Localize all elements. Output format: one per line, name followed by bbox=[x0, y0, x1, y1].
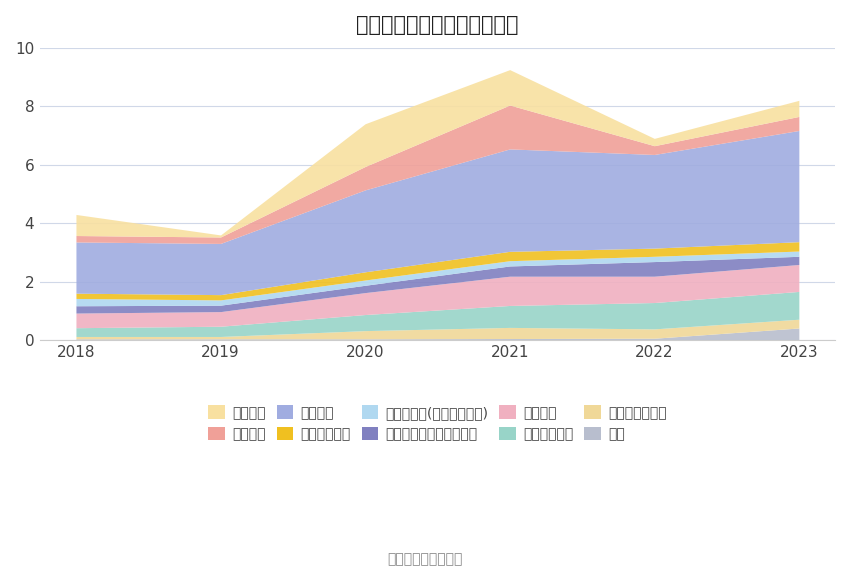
Text: 数据来源：恒生聚源: 数据来源：恒生聚源 bbox=[388, 553, 462, 566]
Legend: 短期借款, 应付票据, 应付账款, 应付职工薪酬, 其他应付款(含利息和股利), 一年内到期的非流动负债, 长期借款, 长期递延收益, 递延所得税负债, 其它: 短期借款, 应付票据, 应付账款, 应付职工薪酬, 其他应付款(含利息和股利),… bbox=[203, 400, 672, 447]
Title: 历年主要负债堆积图（亿元）: 历年主要负债堆积图（亿元） bbox=[356, 15, 518, 35]
